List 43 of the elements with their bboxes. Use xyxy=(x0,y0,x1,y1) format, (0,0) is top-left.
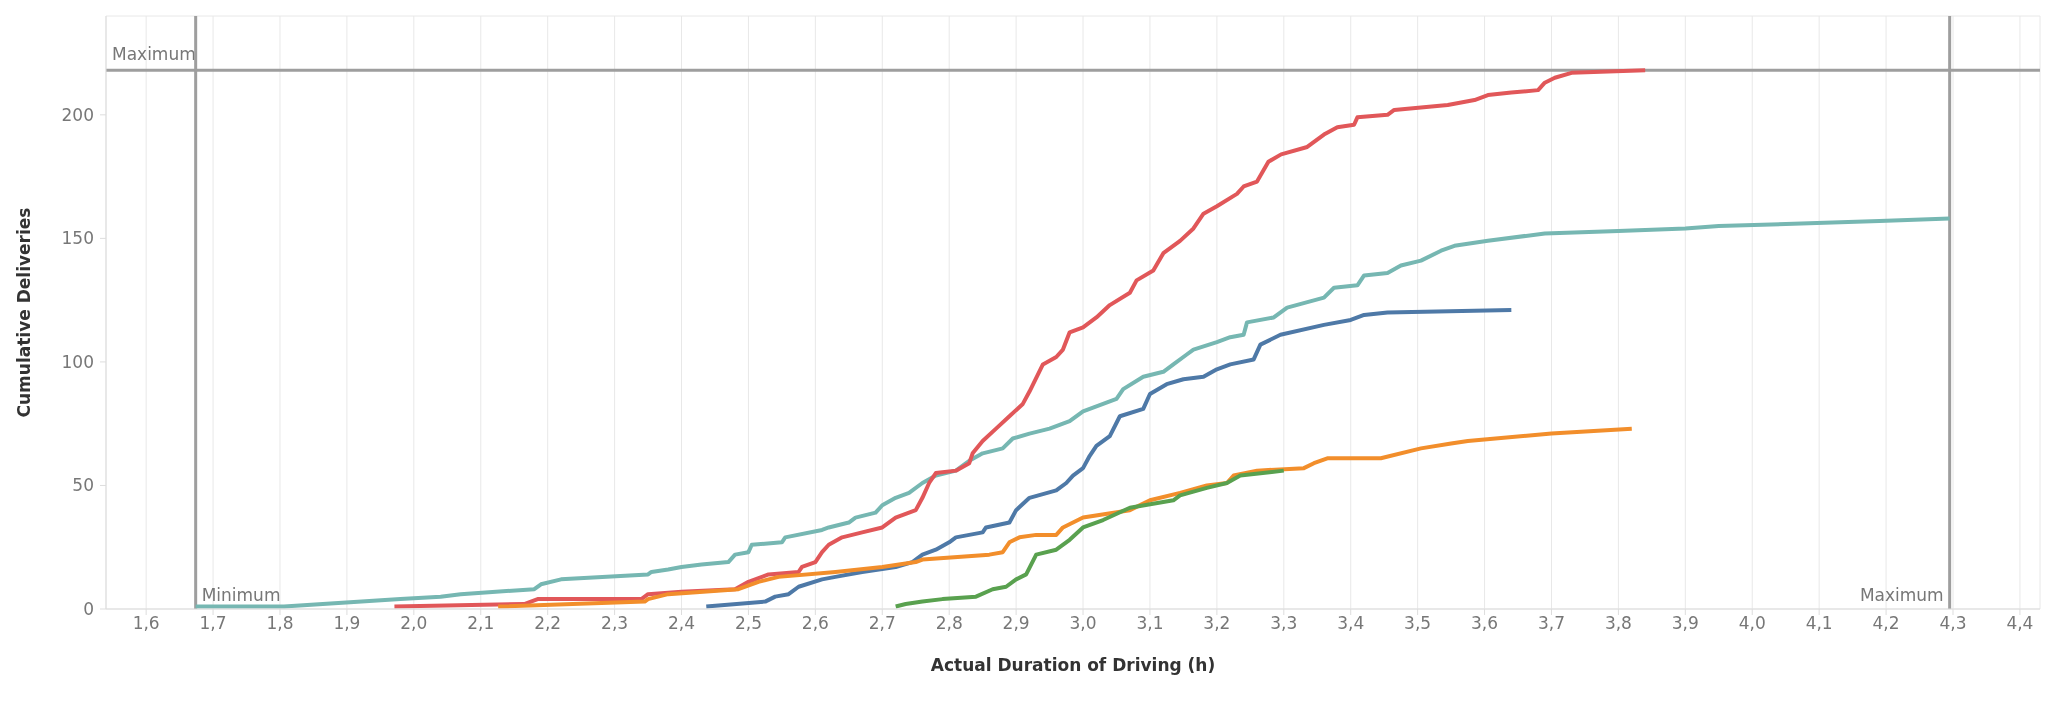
x-tick-label: 1,9 xyxy=(333,613,361,634)
ref-line-label: Minimum xyxy=(201,585,281,605)
x-tick-label: 2,2 xyxy=(534,613,562,634)
x-tick-label: 2,8 xyxy=(935,613,963,634)
x-tick-label: 2,1 xyxy=(467,613,495,634)
x-tick-label: 2,0 xyxy=(400,613,428,634)
x-tick-label: 3,1 xyxy=(1136,613,1164,634)
x-tick-label: 3,5 xyxy=(1404,613,1432,634)
x-tick-label: 3,2 xyxy=(1203,613,1231,634)
line-series xyxy=(392,68,1648,609)
x-tick-label: 2,7 xyxy=(868,613,896,634)
x-tick-label: 2,4 xyxy=(667,613,696,634)
line-series xyxy=(893,468,1286,609)
x-tick-label: 2,5 xyxy=(734,613,762,634)
y-tick-label: 50 xyxy=(72,475,94,496)
x-tick-label: 3,4 xyxy=(1337,613,1365,634)
x-axis-title: Actual Duration of Driving (h) xyxy=(930,655,1216,675)
x-tick-label: 1,8 xyxy=(266,613,294,634)
y-tick-label: 200 xyxy=(61,104,94,125)
y-axis-title: Cumulative Deliveries xyxy=(14,207,35,418)
x-tick-label: 3,8 xyxy=(1604,613,1632,634)
ref-line-label: Maximum xyxy=(1859,585,1944,605)
y-tick-label: 0 xyxy=(83,599,94,619)
x-tick-label: 2,6 xyxy=(801,613,829,634)
line-series xyxy=(496,426,1634,609)
line-series xyxy=(193,216,1952,609)
x-tick-label: 3,9 xyxy=(1671,613,1699,634)
x-tick-label: 2,3 xyxy=(601,613,629,634)
y-tick-label: 150 xyxy=(61,228,94,249)
x-tick-label: 2,9 xyxy=(1002,613,1030,634)
x-tick-label: 3,7 xyxy=(1537,613,1565,634)
x-tick-label: 3,3 xyxy=(1270,613,1298,634)
x-tick-label: 3,6 xyxy=(1471,613,1499,634)
x-tick-label: 1,7 xyxy=(199,613,227,634)
x-tick-label: 4,2 xyxy=(1872,613,1900,634)
line-series xyxy=(704,308,1514,609)
y-tick-label: 100 xyxy=(61,351,94,372)
x-tick-label: 1,6 xyxy=(132,613,160,634)
x-tick-label: 4,0 xyxy=(1738,613,1766,634)
x-tick-label: 4,4 xyxy=(2006,613,2034,634)
x-tick-label: 4,1 xyxy=(1805,613,1833,634)
x-tick-label: 3,0 xyxy=(1069,613,1097,634)
x-tick-label: 4,3 xyxy=(1939,613,1967,634)
